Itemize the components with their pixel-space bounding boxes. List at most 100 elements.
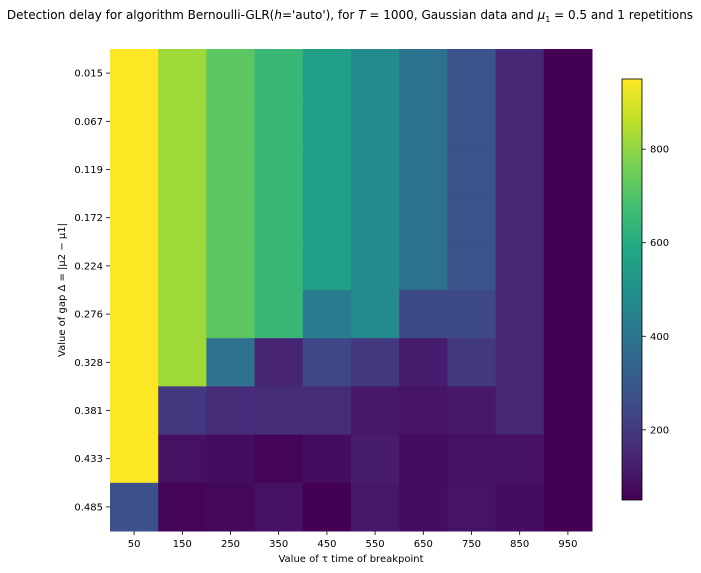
heatmap-cell <box>351 193 400 243</box>
heatmap-cell <box>302 193 352 243</box>
heatmap-cell <box>158 386 207 436</box>
heatmap-cell <box>399 482 448 532</box>
heatmap-cell <box>495 49 545 98</box>
heatmap-cell <box>302 386 352 436</box>
heatmap-cell <box>447 241 497 291</box>
colorbar-tick-label: 800 <box>650 145 669 156</box>
x-tick-label: 550 <box>366 539 385 550</box>
heatmap-cell <box>158 434 207 484</box>
heatmap-cell <box>206 386 256 436</box>
heatmap-cell <box>206 97 256 146</box>
heatmap-cell <box>206 482 256 532</box>
colorbar-tick-label: 400 <box>650 332 669 343</box>
heatmap-cell <box>399 193 448 243</box>
y-tick-label: 0.224 <box>74 261 103 272</box>
heatmap-cell <box>206 49 256 98</box>
heatmap-cell <box>206 193 256 243</box>
x-tick-label: 50 <box>128 539 141 550</box>
heatmap-cell <box>399 338 448 387</box>
heatmap-cell <box>351 49 400 98</box>
chart-title: Detection delay for algorithm Bernoulli-… <box>7 8 693 24</box>
heatmap-cell <box>399 386 448 436</box>
heatmap-cell <box>302 482 352 532</box>
heatmap-cell <box>447 97 497 146</box>
heatmap-cell <box>351 290 400 339</box>
heatmap-cell <box>158 49 207 98</box>
heatmap-cell <box>399 434 448 484</box>
heatmap-cell <box>495 290 545 339</box>
heatmap-cell <box>158 193 207 243</box>
x-tick-label: 250 <box>221 539 240 550</box>
heatmap-cell <box>110 482 159 532</box>
heatmap-cell <box>543 434 593 484</box>
heatmap-cell <box>158 338 207 387</box>
x-tick-label: 350 <box>269 539 288 550</box>
heatmap-cell <box>302 97 352 146</box>
heatmap-cell <box>399 241 448 291</box>
heatmap-cell <box>495 241 545 291</box>
heatmap-cell <box>447 482 497 532</box>
heatmap-cell <box>543 290 593 339</box>
x-tick-label: 750 <box>462 539 481 550</box>
heatmap-cell <box>254 145 304 195</box>
heatmap-cell <box>399 290 448 339</box>
heatmap-cell <box>543 338 593 387</box>
heatmap-cell <box>495 193 545 243</box>
heatmap-cell <box>543 482 593 532</box>
heatmap-cell <box>447 193 497 243</box>
x-tick-label: 150 <box>173 539 192 550</box>
y-tick-label: 0.433 <box>74 454 103 465</box>
heatmap-cell <box>399 97 448 146</box>
heatmap-cell <box>302 338 352 387</box>
heatmap-cell <box>110 49 159 98</box>
heatmap-cell <box>254 482 304 532</box>
heatmap-cell <box>110 97 159 146</box>
heatmap-cell <box>254 290 304 339</box>
heatmap-cell <box>158 241 207 291</box>
heatmap-cell <box>495 145 545 195</box>
heatmap-cell <box>110 290 159 339</box>
colorbar-tick-label: 600 <box>650 238 669 249</box>
heatmap-cell <box>495 97 545 146</box>
heatmap-cell <box>302 434 352 484</box>
x-tick-label: 650 <box>414 539 433 550</box>
heatmap-cell <box>543 241 593 291</box>
heatmap-cell <box>543 145 593 195</box>
heatmap-cell <box>399 49 448 98</box>
y-tick-label: 0.067 <box>74 117 103 128</box>
y-tick-label: 0.485 <box>74 502 103 513</box>
heatmap-cell <box>495 434 545 484</box>
heatmap-cell <box>158 145 207 195</box>
heatmap-cell <box>447 145 497 195</box>
x-tick-label: 850 <box>510 539 529 550</box>
heatmap-cell <box>254 97 304 146</box>
heatmap-cell <box>543 97 593 146</box>
heatmap-cell <box>206 434 256 484</box>
heatmap-cell <box>206 290 256 339</box>
heatmap-cell <box>543 386 593 436</box>
heatmap-cell <box>447 386 497 436</box>
heatmap-cell <box>495 338 545 387</box>
heatmap-cell <box>158 482 207 532</box>
x-tick-label: 450 <box>317 539 336 550</box>
heatmap-cell <box>447 434 497 484</box>
heatmap-cell <box>254 434 304 484</box>
heatmap-cell <box>495 386 545 436</box>
heatmap-cell <box>110 145 159 195</box>
heatmap-cell <box>302 290 352 339</box>
y-tick-label: 0.381 <box>74 406 103 417</box>
heatmap-cell <box>399 145 448 195</box>
heatmap-cell <box>206 241 256 291</box>
x-axis-label: Value of τ time of breakpoint <box>278 554 423 565</box>
heatmap-cell <box>447 338 497 387</box>
heatmap-cell <box>110 338 159 387</box>
colorbar-tick-label: 200 <box>650 425 669 436</box>
heatmap-cell <box>351 97 400 146</box>
y-tick-label: 0.119 <box>74 165 103 176</box>
heatmap-cell <box>110 386 159 436</box>
heatmap-cell <box>110 434 159 484</box>
y-tick-label: 0.015 <box>74 69 103 80</box>
heatmap-cell <box>447 290 497 339</box>
heatmap-cell <box>302 145 352 195</box>
heatmap-cell <box>351 145 400 195</box>
